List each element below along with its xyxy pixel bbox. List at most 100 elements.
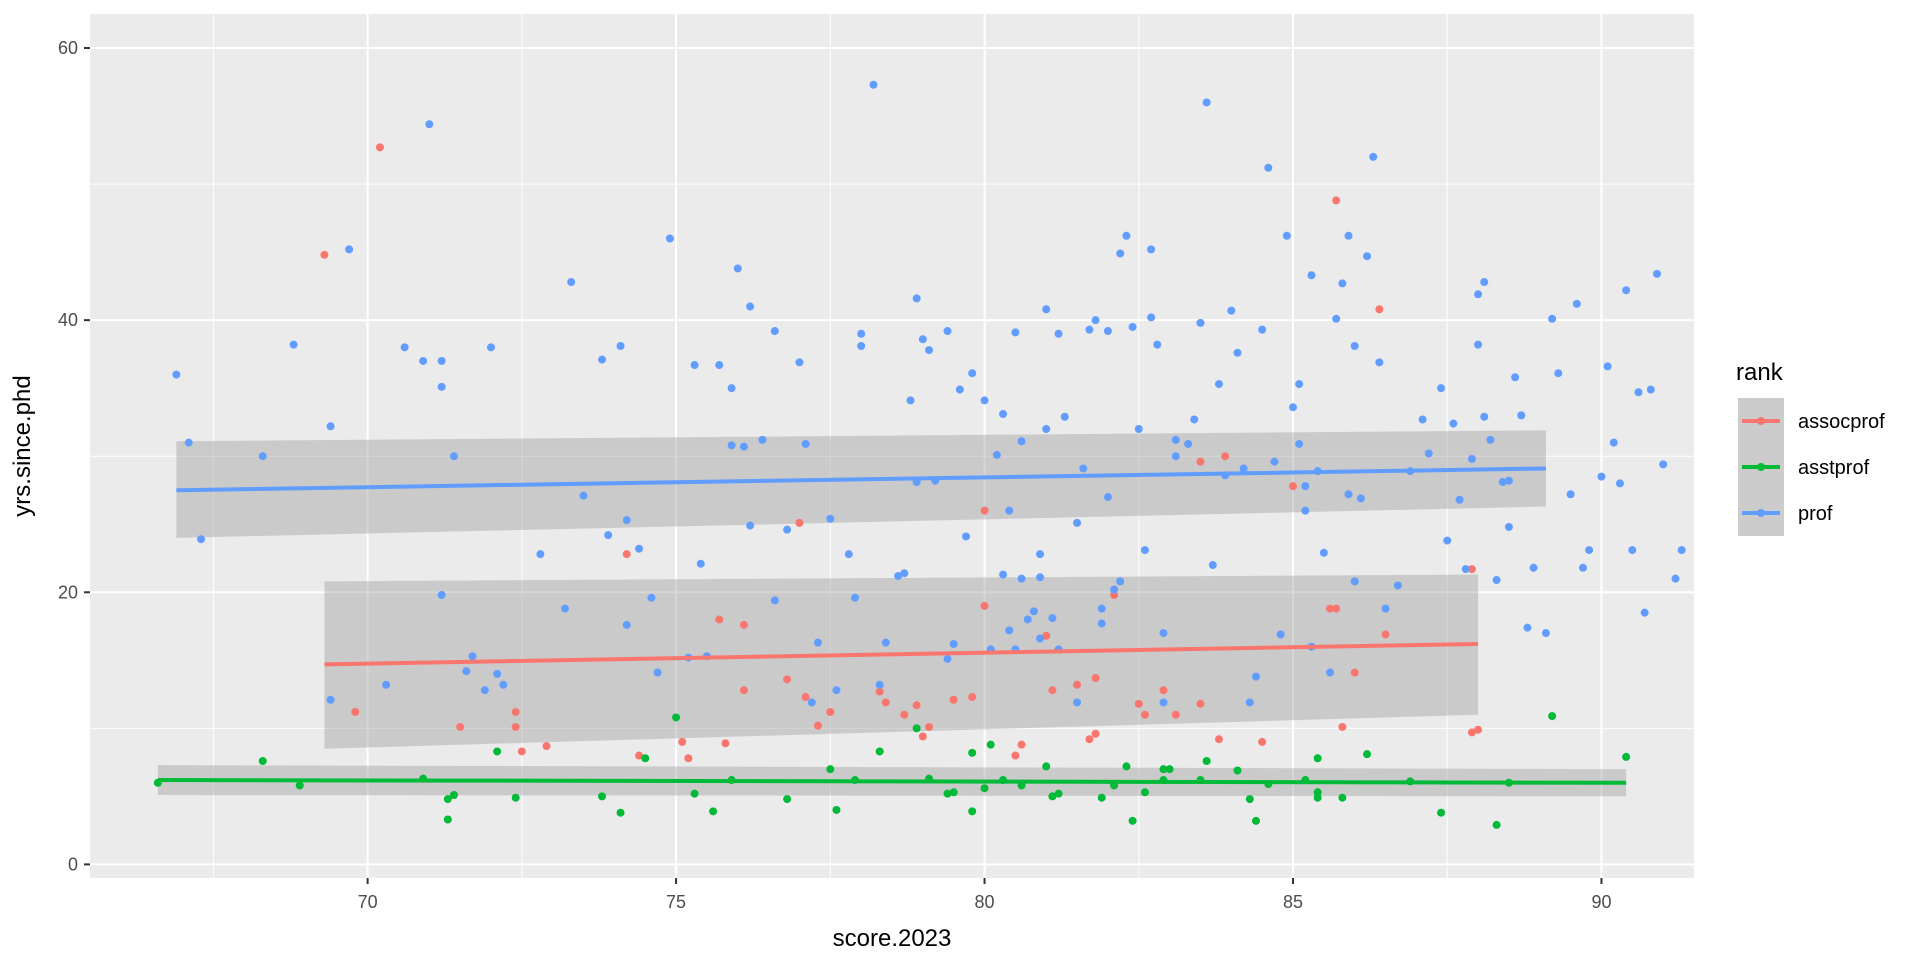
point-prof — [980, 396, 989, 405]
point-prof — [1097, 604, 1106, 613]
point-prof — [468, 652, 477, 661]
point-prof — [622, 620, 631, 629]
point-prof — [1079, 464, 1088, 473]
point-prof — [943, 327, 952, 336]
point-prof — [962, 532, 971, 541]
point-assocprof — [715, 615, 724, 624]
point-prof — [1103, 327, 1112, 336]
point-prof — [1245, 698, 1254, 707]
point-assocprof — [980, 506, 989, 515]
point-prof — [1350, 577, 1359, 586]
point-prof — [462, 667, 471, 676]
point-prof — [1517, 411, 1526, 420]
point-assocprof — [1171, 710, 1180, 719]
point-assocprof — [375, 143, 384, 152]
point-assocprof — [1091, 729, 1100, 738]
x-tick-label: 75 — [666, 892, 686, 912]
point-prof — [561, 604, 570, 613]
point-prof — [1036, 634, 1045, 643]
point-prof — [1622, 286, 1631, 295]
point-asstprof — [943, 789, 952, 798]
point-prof — [1091, 316, 1100, 325]
point-prof — [326, 422, 335, 431]
legend-label-assocprof: assocprof — [1798, 411, 1885, 433]
point-prof — [437, 382, 446, 391]
point-assocprof — [783, 675, 792, 684]
point-prof — [1011, 328, 1020, 337]
point-assocprof — [826, 708, 835, 717]
point-prof — [1344, 490, 1353, 499]
point-assocprof — [635, 751, 644, 760]
point-prof — [1017, 574, 1026, 583]
point-assocprof — [511, 722, 520, 731]
point-assocprof — [739, 620, 748, 629]
point-asstprof — [1233, 766, 1242, 775]
point-prof — [1572, 299, 1581, 308]
point-prof — [1356, 494, 1365, 503]
point-prof — [1036, 550, 1045, 559]
grid-major — [90, 14, 1694, 878]
point-prof — [598, 355, 607, 364]
point-prof — [1474, 290, 1483, 299]
point-assocprof — [511, 708, 520, 717]
point-prof — [567, 278, 576, 287]
point-prof — [400, 343, 409, 352]
point-asstprof — [709, 807, 718, 816]
point-prof — [900, 569, 909, 578]
legend-key-point-asstprof — [1757, 463, 1765, 471]
point-asstprof — [641, 754, 650, 763]
point-asstprof — [443, 815, 452, 824]
point-assocprof — [622, 550, 631, 559]
point-prof — [1363, 252, 1372, 261]
point-assocprof — [881, 698, 890, 707]
point-prof — [1449, 419, 1458, 428]
point-asstprof — [1313, 793, 1322, 802]
point-assocprof — [1017, 740, 1026, 749]
point-prof — [1511, 373, 1520, 382]
point-prof — [1190, 415, 1199, 424]
point-assocprof — [1196, 457, 1205, 466]
point-prof — [758, 435, 767, 444]
point-prof — [1492, 576, 1501, 585]
point-prof — [1276, 630, 1285, 639]
point-prof — [1578, 563, 1587, 572]
point-prof — [1541, 629, 1550, 638]
legend-label-asstprof: asstprof — [1798, 457, 1870, 479]
trend-lines — [157, 466, 1627, 785]
point-prof — [770, 327, 779, 336]
point-prof — [690, 361, 699, 370]
point-asstprof — [832, 805, 841, 814]
point-prof — [1671, 574, 1680, 583]
point-prof — [1017, 437, 1026, 446]
point-prof — [1319, 548, 1328, 557]
point-assocprof — [721, 739, 730, 748]
point-prof — [1486, 435, 1495, 444]
point-assocprof — [1375, 305, 1384, 314]
point-prof — [857, 341, 866, 350]
point-prof — [635, 544, 644, 553]
point-prof — [1116, 249, 1125, 258]
point-prof — [1480, 278, 1489, 287]
point-asstprof — [511, 793, 520, 802]
point-asstprof — [1202, 756, 1211, 765]
point-prof — [1295, 380, 1304, 389]
point-assocprof — [1221, 452, 1230, 461]
point-prof — [1054, 329, 1063, 338]
point-asstprof — [968, 807, 977, 816]
point-prof — [739, 442, 748, 451]
point-prof — [382, 680, 391, 689]
point-prof — [770, 596, 779, 605]
point-prof — [1134, 424, 1143, 433]
point-assocprof — [1350, 668, 1359, 677]
point-prof — [616, 341, 625, 350]
point-assocprof — [949, 695, 958, 704]
data-points — [153, 80, 1686, 829]
point-prof — [1097, 619, 1106, 628]
point-assocprof — [1196, 699, 1205, 708]
point-asstprof — [449, 791, 458, 800]
point-prof — [1609, 438, 1618, 447]
point-prof — [1659, 460, 1668, 469]
point-assocprof — [320, 250, 329, 259]
point-prof — [1634, 388, 1643, 397]
